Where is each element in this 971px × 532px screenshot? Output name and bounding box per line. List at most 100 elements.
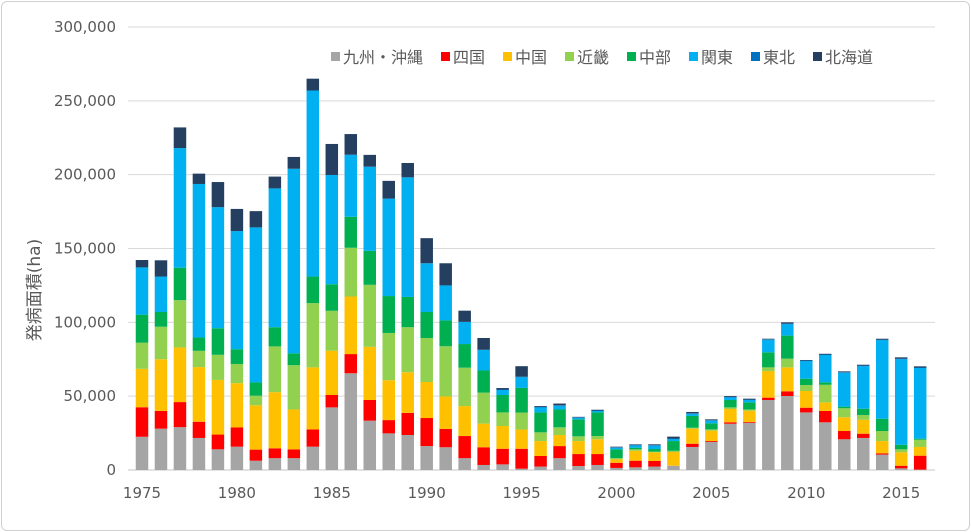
bar-segment-3-1976 (154, 326, 168, 360)
x-tick-label: 1995 (503, 484, 541, 502)
legend-item: 中国 (503, 48, 547, 67)
bar-segment-6-2003 (667, 438, 680, 440)
bar-segment-2-2004 (686, 428, 699, 444)
legend-swatch (503, 52, 512, 61)
bar-segment-6-2012 (838, 372, 851, 373)
x-tick-label: 2000 (597, 484, 635, 502)
bar-segment-0-2003 (667, 465, 680, 470)
bar-1996 (534, 406, 547, 470)
bar-segment-7-1985 (325, 143, 339, 175)
bar-segment-4-2002 (648, 449, 661, 452)
bar-segment-1-2001 (629, 460, 642, 468)
x-tick-label: 2015 (882, 484, 920, 502)
bar-segment-2-1979 (211, 379, 225, 435)
y-axis-ticks: 0 50,000 100,000 150,000 200,000 250,000 300,0… (54, 18, 116, 479)
bar-segment-7-1988 (382, 180, 395, 199)
bar-segment-2-1984 (306, 367, 320, 430)
bar-segment-1-1976 (154, 410, 168, 429)
bar-segment-0-1993 (477, 464, 490, 470)
bar-segment-1-2010 (800, 407, 813, 413)
bar-segment-2-1999 (591, 439, 604, 455)
bar-segment-6-1994 (496, 389, 509, 391)
bar-segment-3-1993 (477, 392, 490, 424)
bar-segment-0-1997 (553, 458, 566, 470)
bar-segment-1-2011 (819, 410, 832, 423)
bar-1981 (249, 211, 263, 470)
bar-1995 (515, 366, 528, 470)
bar-2001 (629, 444, 642, 470)
bar-segment-0-2013 (856, 437, 870, 470)
bar-segment-0-2014 (875, 454, 889, 470)
bar-segment-4-1976 (154, 311, 168, 327)
bar-segment-3-1990 (420, 337, 433, 382)
bar-1983 (287, 156, 301, 470)
bar-segment-3-2006 (724, 407, 737, 410)
bar-segment-0-1995 (515, 468, 528, 470)
bar-segment-5-1988 (382, 198, 395, 297)
bar-segment-0-2016 (913, 469, 927, 471)
bar-segment-0-1977 (173, 427, 187, 470)
legend-label: 中国 (515, 48, 547, 67)
bar-segment-0-1986 (344, 373, 358, 470)
bar-segment-1-2009 (781, 391, 794, 397)
bar-segment-2-2015 (894, 452, 908, 466)
bar-segment-4-1989 (401, 296, 414, 328)
bar-segment-7-1995 (515, 366, 528, 377)
bar-segment-7-2006 (724, 396, 737, 397)
bar-segment-0-1994 (496, 464, 509, 470)
bar-segment-0-2000 (610, 467, 623, 470)
bar-segment-5-2007 (743, 400, 756, 403)
bar-segment-6-1997 (553, 405, 566, 406)
bar-1985 (325, 143, 339, 470)
bar-segment-7-2016 (913, 366, 927, 368)
bar-segment-4-1983 (287, 353, 301, 366)
legend-item: 関東 (689, 48, 733, 67)
bar-segment-4-1986 (344, 216, 358, 248)
bar-segment-6-2000 (610, 447, 623, 448)
bar-segment-1-2015 (894, 465, 908, 469)
bar-segment-3-2007 (743, 409, 756, 411)
bar-segment-5-1993 (477, 349, 490, 371)
bar-segment-7-1993 (477, 337, 490, 350)
bar-segment-2-2016 (913, 446, 927, 456)
bar-segment-1-2012 (838, 431, 851, 440)
bar-segment-6-1998 (572, 417, 585, 418)
bar-segment-7-2009 (781, 322, 794, 324)
y-tick-label: 50,000 (64, 387, 117, 405)
bar-segment-2-1985 (325, 350, 339, 395)
bar-segment-1-1995 (515, 448, 528, 469)
bar-1988 (382, 180, 395, 470)
bar-segment-1-1984 (306, 429, 320, 447)
legend-swatch (751, 52, 760, 61)
bar-segment-1-2004 (686, 443, 699, 447)
bar-segment-1-2005 (705, 441, 718, 442)
bar-1982 (268, 176, 282, 470)
bar-segment-2-1986 (344, 296, 358, 355)
bar-segment-1-1998 (572, 454, 585, 467)
legend-swatch (441, 52, 450, 61)
bar-segment-1-1991 (439, 428, 452, 448)
x-tick-label: 2005 (692, 484, 730, 502)
bar-segment-6-2011 (819, 354, 832, 356)
bar-segment-7-2002 (648, 444, 661, 446)
bar-segment-1-1982 (268, 448, 282, 459)
bar-segment-0-2004 (686, 446, 699, 470)
bar-segment-4-1988 (382, 296, 395, 333)
bar-segment-7-1978 (192, 173, 206, 184)
bar-segment-3-2013 (856, 415, 870, 420)
bar-1978 (192, 173, 206, 470)
bar-segment-3-1997 (553, 427, 566, 436)
bar-segment-7-1984 (306, 78, 320, 91)
bar-1998 (572, 416, 585, 470)
legend-item: 中部 (627, 48, 671, 67)
bar-segment-0-2007 (743, 422, 756, 470)
bar-1997 (553, 403, 566, 470)
legend-item: 東北 (751, 48, 795, 67)
x-axis-ticks: 1975 1980 1985 1990 1995 2000 2005 2010 2015 (123, 484, 920, 502)
bar-segment-4-1979 (211, 328, 225, 355)
bar-segment-4-2007 (743, 402, 756, 410)
bar-segment-2-1992 (458, 406, 471, 437)
bar-segment-5-2001 (629, 445, 642, 448)
bar-2013 (856, 364, 870, 470)
bar-segment-3-2016 (913, 439, 927, 447)
